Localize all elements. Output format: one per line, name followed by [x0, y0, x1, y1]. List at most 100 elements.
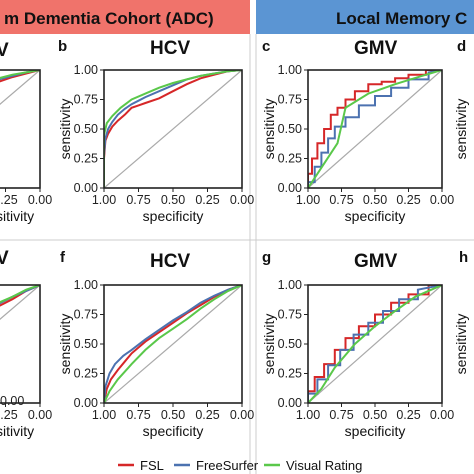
- panel-b-xtick-label: 0.50: [161, 193, 185, 207]
- panel-c-ytick-label: 0.00: [278, 181, 302, 195]
- panel-b-ytick-label: 0.50: [74, 122, 98, 136]
- panel-g-line-fsl: [308, 285, 442, 403]
- panel-a-line-visual-rating: [0, 70, 40, 79]
- panel-f-diagonal: [103, 284, 243, 404]
- panel-c-xtick-label: 0.50: [363, 193, 387, 207]
- panel-g-letter: g: [262, 249, 271, 266]
- panel-g-ytick-label: 0.25: [278, 367, 302, 381]
- panel-c-chart: 0.00 0.25 0.50 0.75 1.00 1.00 0.75 0.50 0.25 0.00…: [261, 63, 454, 224]
- panel-a-title: V: [0, 40, 9, 61]
- panel-b-ytick-label: 0.75: [74, 93, 98, 107]
- panel-f-xtick-label: 1.00: [92, 408, 116, 422]
- panel-a-frame: [0, 69, 41, 189]
- panel-f-ytick-label: 0.75: [74, 308, 98, 322]
- panel-c-xtick-label: 1.00: [296, 193, 320, 207]
- panel-b-xtick-label: 0.00: [230, 193, 254, 207]
- panel-f-xtick-label: 0.50: [161, 408, 185, 422]
- panel-d-ylabel-partial: sensitivity: [453, 99, 469, 160]
- panel-b-line-visual-rating: [104, 70, 242, 188]
- panel-c-xlabel: specificity: [345, 208, 406, 224]
- panel-e-partial-tick: 0.00: [0, 394, 24, 408]
- panel-a-xtick-label: 0.00: [28, 193, 52, 207]
- panel-g-xlabel: specificity: [345, 423, 406, 439]
- panel-c-xtick-label: 0.75: [329, 193, 353, 207]
- panel-f-ytick-label: 0.50: [74, 337, 98, 351]
- panel-g-line-visual-rating: [308, 285, 442, 403]
- panel-b-line-fsl: [104, 70, 242, 188]
- header-right-text: Local Memory C: [336, 9, 467, 28]
- panel-h-letter: h: [459, 249, 468, 266]
- panel-f-ytick-label: 0.25: [74, 367, 98, 381]
- panel-c-line-visual-rating: [308, 70, 442, 188]
- panel-g-xtick-label: 0.75: [329, 408, 353, 422]
- panel-c-xtick-label: 0.25: [396, 193, 420, 207]
- panel-c-xtick-label: 0.00: [430, 193, 454, 207]
- panel-b-xlabel: specificity: [143, 208, 204, 224]
- panel-e-chart: 0.250.00sitivity: [0, 284, 52, 439]
- panel-g-ytick-label: 0.75: [278, 308, 302, 322]
- panel-a-xlabel-partial: sitivity: [0, 208, 34, 224]
- legend: FSL FreeSurfer Visual Rating: [118, 458, 362, 473]
- panel-g-xtick-label: 1.00: [296, 408, 320, 422]
- panel-g-xtick-label: 0.25: [396, 408, 420, 422]
- header-left-text: m Dementia Cohort (ADC): [4, 9, 214, 28]
- panel-g-chart: 0.00 0.25 0.50 0.75 1.00 1.00 0.75 0.50 0.25 0.00…: [261, 278, 454, 439]
- panel-c-ytick-label: 0.75: [278, 93, 302, 107]
- header-left-bar: [0, 0, 250, 34]
- header-right-bar: [256, 0, 474, 34]
- panel-c-ytick-label: 0.25: [278, 152, 302, 166]
- panel-c-line-fsl: [308, 70, 442, 188]
- panel-g-diagonal: [307, 284, 443, 404]
- panel-f-line-fsl: [104, 285, 242, 403]
- panel-c-title: GMV: [354, 38, 398, 59]
- panel-e-line-visual-rating: [0, 285, 40, 304]
- panel-g-ylabel: sensitivity: [261, 314, 277, 375]
- panel-f-letter: f: [60, 249, 66, 266]
- panel-b-ytick-label: 1.00: [74, 63, 98, 77]
- legend-fsl-label: FSL: [140, 458, 164, 473]
- panel-b-ylabel: sensitivity: [57, 99, 73, 160]
- panel-f-ylabel: sensitivity: [57, 314, 73, 375]
- panel-g-xtick-label: 0.50: [363, 408, 387, 422]
- panel-h-ylabel-partial: sensitivity: [453, 314, 469, 375]
- panel-b-chart: 0.00 0.25 0.50 0.75 1.00 1.00 0.75 0.50 0.25 0.00…: [57, 63, 254, 224]
- panel-c-letter: c: [262, 38, 270, 55]
- panel-d-letter: d: [457, 38, 466, 55]
- panel-a-diagonal: [0, 69, 41, 105]
- panel-a-xtick-label: 0.25: [0, 193, 18, 207]
- panel-g-xtick-label: 0.00: [430, 408, 454, 422]
- panel-f-xtick-label: 0.00: [230, 408, 254, 422]
- panel-e-frame: [0, 284, 41, 404]
- panel-e-diagonal: [0, 284, 41, 320]
- panel-e-xtick-label: 0.25: [0, 408, 18, 422]
- panel-f-line-freesurfer: [104, 285, 242, 403]
- panel-f-title: HCV: [150, 251, 190, 272]
- panel-c-ytick-label: 0.50: [278, 122, 302, 136]
- panel-c-line-freesurfer: [308, 70, 442, 188]
- panel-f-line-visual-rating: [104, 285, 242, 403]
- panel-c-ytick-label: 1.00: [278, 63, 302, 77]
- panel-b-xtick-label: 0.25: [195, 193, 219, 207]
- panel-f-xtick-label: 0.75: [126, 408, 150, 422]
- panel-b-title: HCV: [150, 38, 190, 59]
- panel-g-line-freesurfer: [308, 285, 442, 403]
- panel-e-xlabel-partial: sitivity: [0, 423, 34, 439]
- legend-visual-rating-label: Visual Rating: [286, 458, 362, 473]
- panel-a-chart: 0.25 0.00sitivity: [0, 69, 52, 224]
- legend-freesurfer-label: FreeSurfer: [196, 458, 259, 473]
- panel-f-chart: 0.00 0.25 0.50 0.75 1.00 1.00 0.75 0.50 0.25 0.00…: [57, 278, 254, 439]
- panel-g-title: GMV: [354, 251, 398, 272]
- panel-b-diagonal: [103, 69, 243, 189]
- panel-e-xtick-label: 0.00: [28, 408, 52, 422]
- panel-f-ytick-label: 1.00: [74, 278, 98, 292]
- panel-c-diagonal: [307, 69, 443, 189]
- panel-b-xtick-label: 0.75: [126, 193, 150, 207]
- panel-f-xtick-label: 0.25: [195, 408, 219, 422]
- panel-b-ytick-label: 0.00: [74, 181, 98, 195]
- panel-e-title: V: [0, 248, 9, 269]
- panel-c-ylabel: sensitivity: [261, 99, 277, 160]
- panel-b-ytick-label: 0.25: [74, 152, 98, 166]
- panel-f-ytick-label: 0.00: [74, 396, 98, 410]
- panel-g-ytick-label: 0.50: [278, 337, 302, 351]
